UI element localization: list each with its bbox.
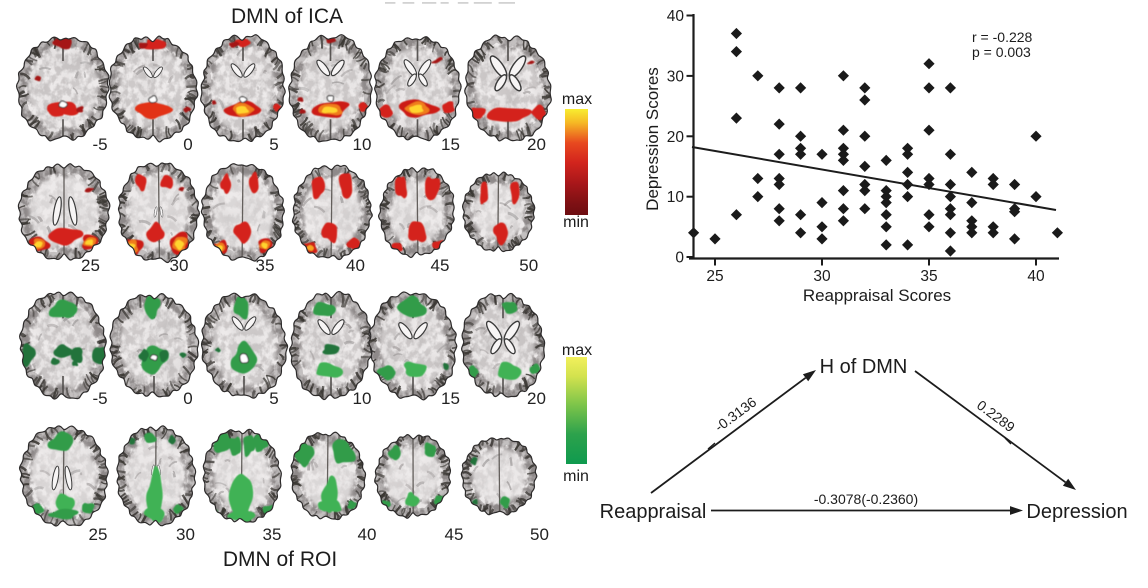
- svg-text:40: 40: [346, 256, 365, 275]
- svg-text:45: 45: [445, 525, 464, 544]
- svg-text:30: 30: [176, 525, 195, 544]
- svg-text:r = -0.228: r = -0.228: [972, 29, 1033, 45]
- svg-text:50: 50: [530, 525, 549, 544]
- svg-text:25: 25: [89, 525, 108, 544]
- svg-text:Depression: Depression: [1026, 501, 1127, 523]
- svg-text:25: 25: [81, 256, 100, 275]
- svg-text:p = 0.003: p = 0.003: [972, 44, 1031, 60]
- svg-text:15: 15: [441, 135, 460, 154]
- svg-text:30: 30: [170, 256, 189, 275]
- svg-text:Depression Scores: Depression Scores: [643, 67, 662, 211]
- svg-text:35: 35: [920, 268, 937, 285]
- svg-text:max: max: [562, 342, 592, 359]
- svg-text:DMN of ROI: DMN of ROI: [223, 548, 337, 571]
- svg-text:0: 0: [183, 135, 192, 154]
- svg-text:35: 35: [263, 525, 282, 544]
- svg-text:Reappraisal Scores: Reappraisal Scores: [803, 286, 951, 305]
- svg-text:20: 20: [527, 389, 546, 408]
- svg-text:-5: -5: [92, 135, 107, 154]
- svg-text:30: 30: [813, 268, 831, 285]
- svg-text:40: 40: [667, 8, 685, 25]
- svg-text:0: 0: [675, 250, 684, 267]
- svg-text:45: 45: [431, 256, 450, 275]
- svg-text:0: 0: [183, 389, 192, 408]
- svg-text:50: 50: [519, 256, 538, 275]
- svg-text:30: 30: [667, 68, 685, 85]
- svg-text:DMN of ICA: DMN of ICA: [231, 5, 343, 28]
- svg-text:-5: -5: [92, 389, 107, 408]
- svg-text:-0.3078(-0.2360): -0.3078(-0.2360): [814, 491, 918, 507]
- svg-text:10: 10: [667, 189, 685, 206]
- svg-text:5: 5: [269, 135, 278, 154]
- svg-text:25: 25: [706, 268, 723, 285]
- svg-text:10: 10: [353, 135, 372, 154]
- svg-text:H of DMN: H of DMN: [820, 356, 908, 378]
- svg-text:40: 40: [358, 525, 377, 544]
- svg-text:35: 35: [256, 256, 275, 275]
- svg-text:20: 20: [667, 129, 685, 146]
- svg-text:min: min: [563, 468, 589, 485]
- svg-text:max: max: [562, 91, 592, 108]
- svg-text:min: min: [563, 214, 589, 231]
- svg-text:10: 10: [353, 389, 372, 408]
- svg-text:20: 20: [527, 135, 546, 154]
- svg-text:40: 40: [1027, 268, 1045, 285]
- svg-text:Reappraisal: Reappraisal: [600, 501, 707, 523]
- svg-text:15: 15: [441, 389, 460, 408]
- svg-text:5: 5: [269, 389, 278, 408]
